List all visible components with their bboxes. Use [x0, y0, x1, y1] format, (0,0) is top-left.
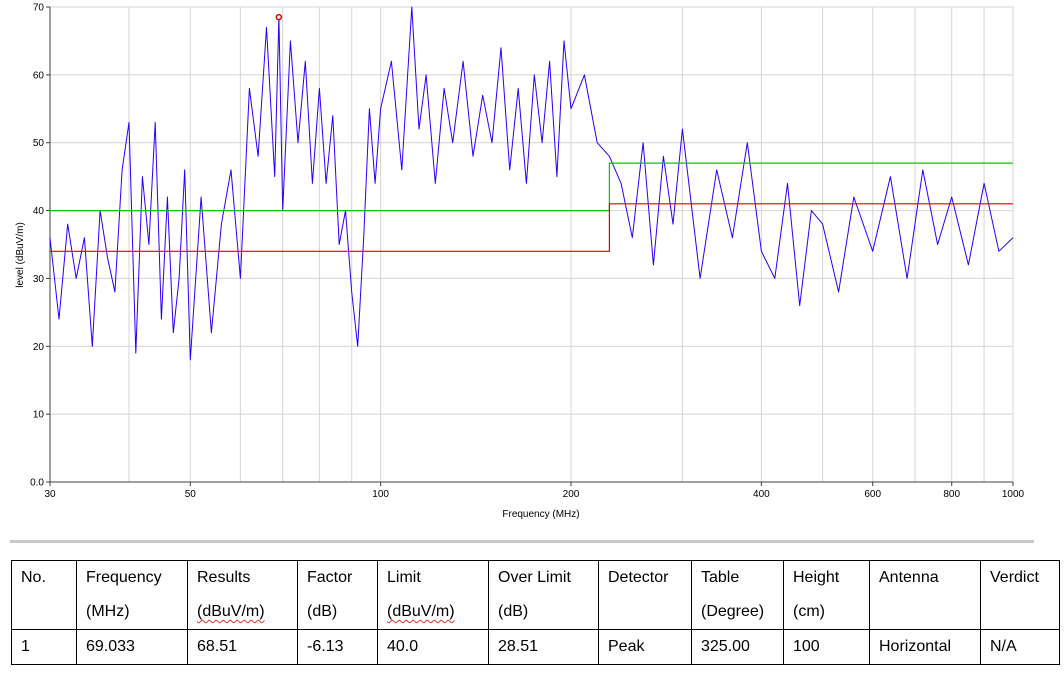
y-tick-label: 10 [33, 410, 45, 421]
header-cell: Frequency (MHz) [76, 560, 188, 630]
header-title: No. [21, 569, 46, 586]
header-unit: (dB) [307, 603, 338, 620]
results-table-body: No. Frequency (MHz) Results (dBuV/m) Factor (d… [11, 560, 1060, 665]
y-tick-label: 60 [33, 70, 45, 81]
header-unit [990, 595, 1059, 629]
y-tick-label: 20 [33, 342, 45, 353]
table-cell: 28.51 [488, 629, 599, 665]
header-unit [21, 595, 76, 629]
header-title: Antenna [879, 569, 939, 586]
header-title: Table [701, 569, 740, 586]
header-title: Factor [307, 569, 353, 586]
y-tick-label: 40 [33, 206, 45, 217]
emission-chart: 30 50 100 200 400 600 800 1000 0.0 10 20 30 40 50 60 70… [15, 3, 1025, 521]
header-title: Limit [387, 569, 421, 586]
plot-frame [49, 6, 1014, 483]
header-unit: (cm) [793, 603, 825, 620]
peak-marker [275, 13, 283, 21]
x-tick-label: 1000 [1002, 489, 1025, 500]
x-axis-title: Frequency (MHz) [502, 509, 579, 520]
y-tick-label: 70 [33, 3, 45, 14]
x-tick-label: 600 [864, 489, 881, 500]
header-cell: Detector [598, 560, 692, 630]
series-line-1 [50, 162, 1013, 212]
header-cell: No. [11, 560, 77, 630]
header-cell: Verdict [980, 560, 1060, 630]
header-title: Over Limit [498, 569, 571, 586]
header-title: Results [197, 569, 251, 586]
axes: 30 50 100 200 400 600 800 1000 0.0 10 20 30 40 50 60 70 [30, 3, 1024, 501]
x-tick-label: 200 [563, 489, 580, 500]
table-cell: 100 [783, 629, 870, 665]
chart-svg: 30 50 100 200 400 600 800 1000 0.0 10 20 30 40 50 60 70… [15, 3, 1025, 521]
marker-layer [275, 13, 283, 28]
y-tick-label: 0.0 [30, 478, 44, 489]
x-tick-label: 400 [753, 489, 770, 500]
header-cell: Results (dBuV/m) [187, 560, 298, 630]
table-cell: N/A [980, 629, 1060, 665]
table-cell: 1 [11, 629, 77, 665]
table-cell: 325.00 [691, 629, 784, 665]
header-unit: (Degree) [701, 603, 765, 620]
series-line-0 [49, 6, 1014, 361]
header-cell: Limit (dBuV/m) [377, 560, 489, 630]
results-table: No. Frequency (MHz) Results (dBuV/m) Factor (d… [11, 560, 1060, 665]
header-title: Detector [608, 569, 669, 586]
series-layer [49, 6, 1014, 361]
table-cell: -6.13 [297, 629, 378, 665]
table-cell: 68.51 [187, 629, 298, 665]
y-tick-label: 50 [33, 138, 45, 149]
header-unit: (dB) [498, 603, 529, 620]
x-tick-label: 50 [185, 489, 197, 500]
header-unit [879, 595, 980, 629]
header-cell: Factor (dB) [297, 560, 378, 630]
table-cell: Peak [598, 629, 692, 665]
table-header-row: No. Frequency (MHz) Results (dBuV/m) Factor (d… [11, 560, 1060, 630]
table-cell: 40.0 [377, 629, 489, 665]
header-cell: Height (cm) [783, 560, 870, 630]
y-tick-label: 30 [33, 274, 45, 285]
header-unit: (MHz) [86, 603, 130, 620]
y-axis-title: level (dBuV/m) [15, 222, 26, 288]
series-line-2 [50, 203, 1013, 252]
x-tick-label: 30 [44, 489, 56, 500]
header-cell: Over Limit (dB) [488, 560, 599, 630]
separator-bar [10, 540, 1034, 543]
table-cell: 69.033 [76, 629, 188, 665]
header-cell: Table (Degree) [691, 560, 784, 630]
header-unit: (dBuV/m) [387, 603, 455, 620]
header-unit [608, 595, 691, 629]
table-cell: Horizontal [869, 629, 981, 665]
header-title: Frequency [86, 569, 162, 586]
header-title: Height [793, 569, 840, 586]
header-title: Verdict [990, 569, 1039, 586]
header-unit: (dBuV/m) [197, 603, 265, 620]
header-cell: Antenna [869, 560, 981, 630]
x-tick-label: 100 [372, 489, 389, 500]
x-tick-label: 800 [943, 489, 960, 500]
table-row: 1 69.033 68.51 -6.13 40.0 28.51 Peak 325.00 100 H… [11, 629, 1060, 665]
